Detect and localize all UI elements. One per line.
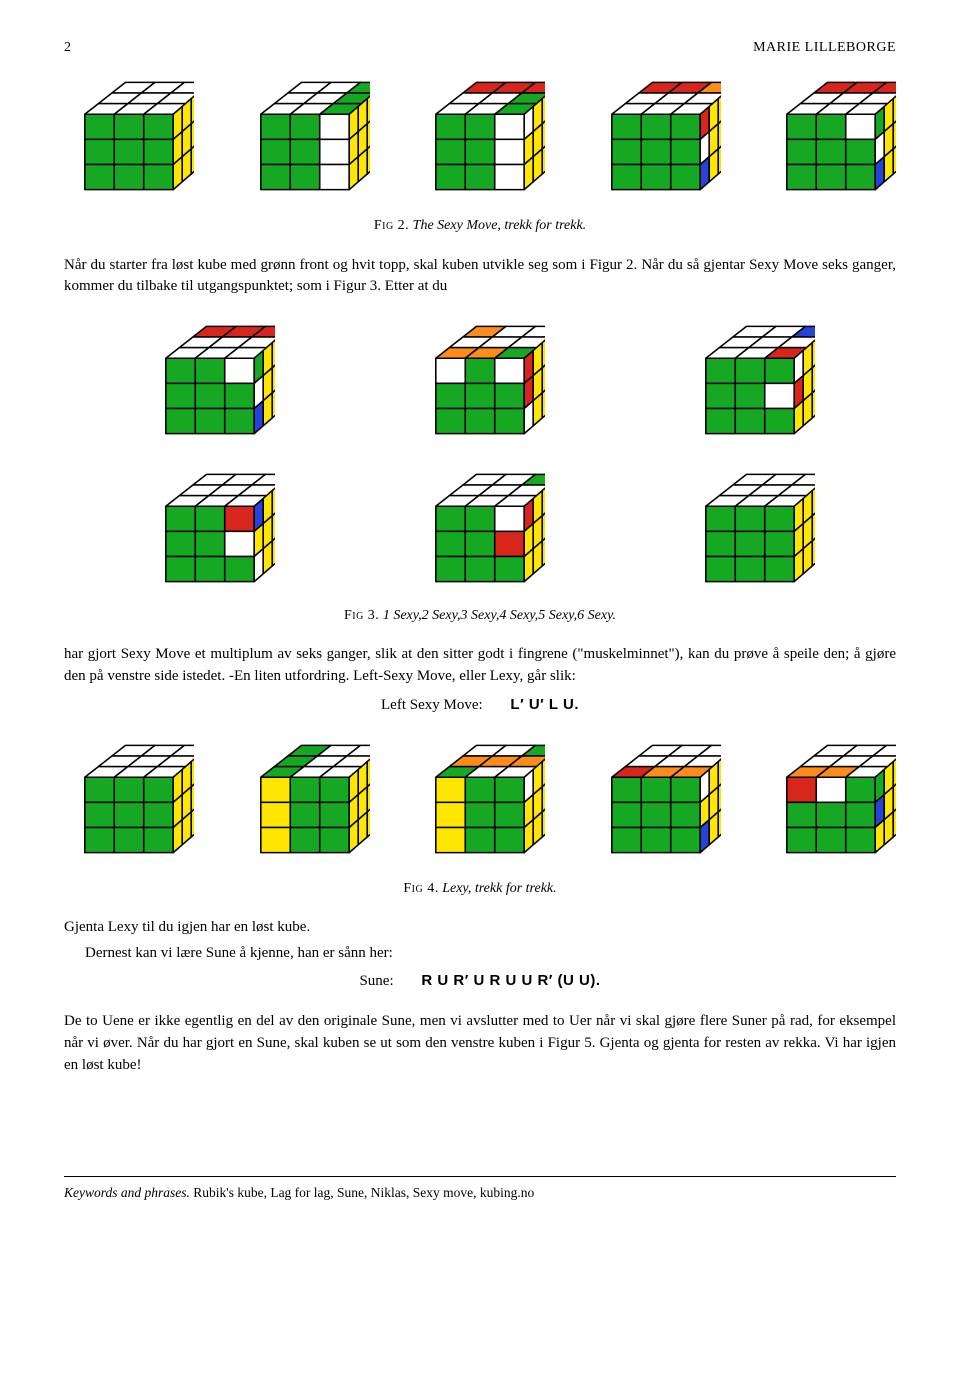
cube-icon xyxy=(415,464,545,594)
paragraph-3: Gjenta Lexy til du igjen har en løst kub… xyxy=(64,917,896,939)
fig4-cubes xyxy=(64,735,896,865)
cube-icon xyxy=(766,735,896,865)
cube-icon xyxy=(145,316,275,446)
cube-icon xyxy=(591,735,721,865)
paragraph-2: har gjort Sexy Move et multiplum av seks… xyxy=(64,644,896,688)
cube-icon xyxy=(145,464,275,594)
cube-icon xyxy=(415,735,545,865)
fig2-cubes xyxy=(64,72,896,202)
cube-icon xyxy=(415,72,545,202)
author-name: MARIE LILLEBORGE xyxy=(753,38,896,58)
fig2-caption: Fig 2. The Sexy Move, trekk for trekk. xyxy=(64,216,896,236)
fig3-row1 xyxy=(64,316,896,446)
left-sexy-move: Left Sexy Move: L′ U′ L U. xyxy=(64,694,896,717)
fig4-caption: Fig 4. Lexy, trekk for trekk. xyxy=(64,879,896,899)
paragraph-1: Når du starter fra løst kube med grønn f… xyxy=(64,255,896,299)
paragraph-4: Dernest kan vi lære Sune å kjenne, han e… xyxy=(64,943,896,965)
sune-move: Sune: R U R′ U R U U R′ (U U). xyxy=(64,970,896,993)
page-number: 2 xyxy=(64,38,71,58)
fig3-row2 xyxy=(64,464,896,594)
fig3-caption: Fig 3. 1 Sexy,2 Sexy,3 Sexy,4 Sexy,5 Sex… xyxy=(64,606,896,626)
cube-icon xyxy=(64,72,194,202)
cube-icon xyxy=(591,72,721,202)
cube-icon xyxy=(240,735,370,865)
footer-rule xyxy=(64,1176,896,1177)
footer-keywords: Keywords and phrases. Rubik's kube, Lag … xyxy=(64,1183,896,1203)
cube-icon xyxy=(415,316,545,446)
cube-icon xyxy=(64,735,194,865)
paragraph-5: De to Uene er ikke egentlig en del av de… xyxy=(64,1011,896,1076)
cube-icon xyxy=(766,72,896,202)
cube-icon xyxy=(685,316,815,446)
cube-icon xyxy=(685,464,815,594)
cube-icon xyxy=(240,72,370,202)
